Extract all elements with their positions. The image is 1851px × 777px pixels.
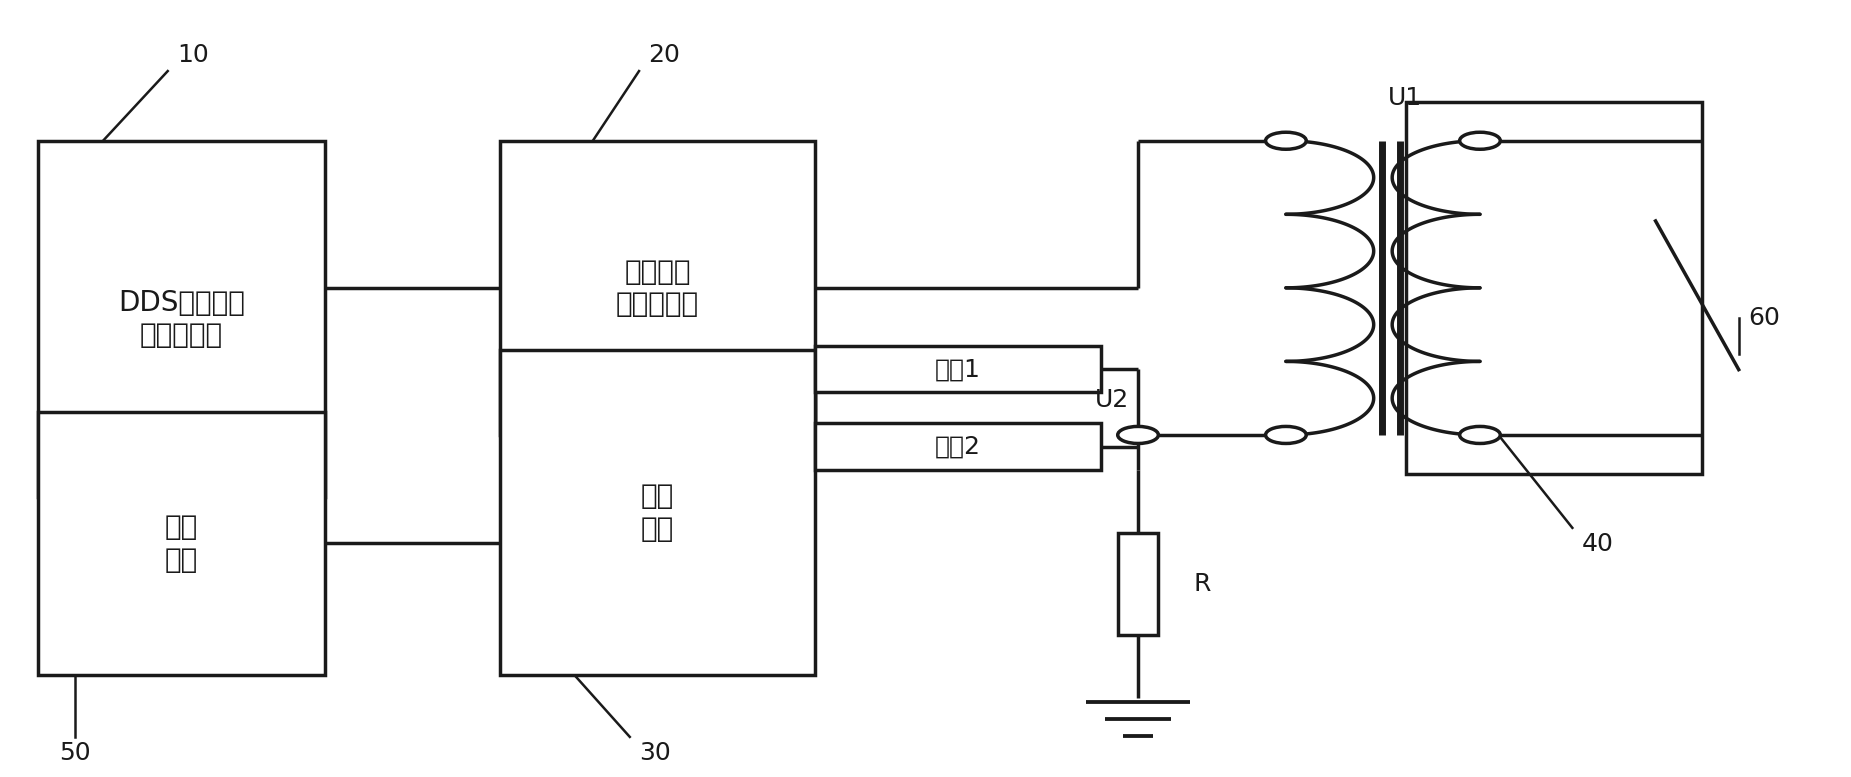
- Circle shape: [1266, 132, 1307, 149]
- Text: 通道2: 通道2: [935, 434, 981, 458]
- Text: 通道1: 通道1: [935, 357, 981, 382]
- Bar: [39, 141, 324, 497]
- Bar: [1407, 102, 1701, 474]
- Bar: [500, 350, 814, 675]
- Text: 30: 30: [639, 740, 670, 765]
- Circle shape: [1460, 427, 1501, 444]
- Text: 10: 10: [178, 44, 209, 67]
- Bar: [500, 141, 814, 435]
- Text: U2: U2: [1094, 388, 1129, 412]
- Text: 60: 60: [1747, 305, 1781, 329]
- Text: 测量
单元: 测量 单元: [640, 483, 674, 542]
- Bar: [814, 346, 1101, 392]
- Text: DDS扫频信号
发生器单元: DDS扫频信号 发生器单元: [118, 288, 244, 349]
- Bar: [1118, 532, 1159, 636]
- Circle shape: [1266, 427, 1307, 444]
- Text: R: R: [1194, 572, 1211, 596]
- Text: U1: U1: [1388, 85, 1422, 110]
- Text: 宽频功率
放大器单元: 宽频功率 放大器单元: [616, 258, 700, 318]
- Text: 电源
系统: 电源 系统: [165, 513, 198, 573]
- Circle shape: [1118, 427, 1159, 444]
- Bar: [39, 412, 324, 675]
- Text: 50: 50: [59, 740, 91, 765]
- Circle shape: [1460, 132, 1501, 149]
- Text: 20: 20: [648, 44, 679, 67]
- Bar: [814, 423, 1101, 470]
- Text: 40: 40: [1581, 531, 1614, 556]
